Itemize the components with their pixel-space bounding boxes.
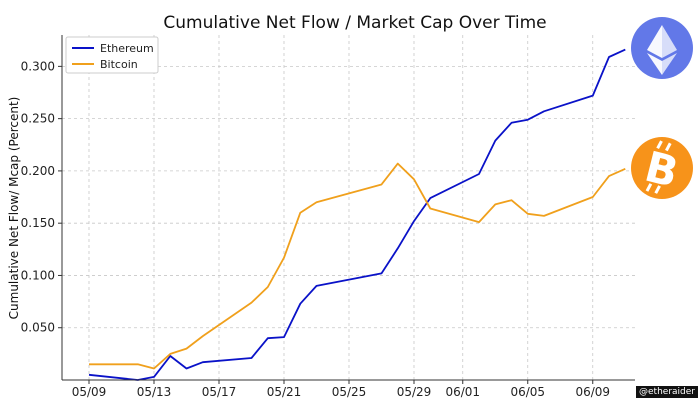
bitcoin-logo-circle [631,137,693,199]
legend: Ethereum Bitcoin [65,36,159,74]
y-axis-label: Cumulative Net Flow/ Mcap (Percent) [7,97,21,320]
y-tick-label: 0.100 [21,268,55,282]
ethereum-logo [631,17,693,79]
y-tick-label: 0.200 [21,164,55,178]
x-tick-label: 05/21 [267,385,302,399]
x-tick-label: 05/13 [137,385,172,399]
grid [62,35,635,380]
x-tick-label: 05/09 [72,385,107,399]
watermark: @etheraider [636,386,698,398]
chart-title: Cumulative Net Flow / Market Cap Over Ti… [163,13,546,33]
tick-labels: 05/09 05/13 05/17 05/21 05/25 05/29 06/01 06/05… [21,59,610,399]
series-lines [88,48,626,381]
legend-label-bitcoin: Bitcoin [100,58,138,71]
x-tick-label: 06/01 [445,385,480,399]
x-tick-label: 06/05 [510,385,545,399]
y-tick-label: 0.300 [21,59,55,73]
series-line-ethereum [88,48,626,381]
bitcoin-logo: B [631,137,693,199]
legend-label-ethereum: Ethereum [100,42,154,55]
x-tick-label: 05/29 [397,385,432,399]
series-line-bitcoin [89,162,626,370]
x-tick-label: 06/09 [575,385,610,399]
x-tick-label: 05/17 [202,385,237,399]
y-tick-label: 0.150 [21,216,55,230]
y-tick-label: 0.250 [21,112,55,126]
y-tick-label: 0.050 [21,321,55,335]
axes [58,35,635,384]
x-tick-label: 05/25 [332,385,367,399]
